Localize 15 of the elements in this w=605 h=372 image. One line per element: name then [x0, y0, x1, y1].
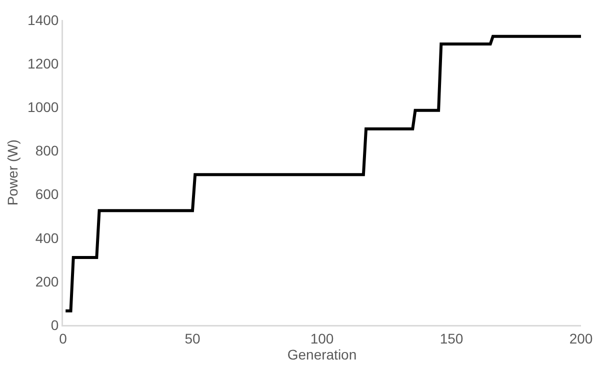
- x-tick-label: 50: [184, 330, 200, 346]
- y-tick-label: 0: [50, 316, 59, 333]
- y-axis-title: Power (W): [4, 139, 20, 206]
- y-tick-label: 1000: [28, 99, 59, 116]
- x-tick-label: 100: [310, 330, 334, 346]
- y-tick-label: 400: [35, 230, 59, 246]
- y-tick-label: 1200: [28, 55, 59, 72]
- line-series: [64, 34, 581, 312]
- x-tick-label: 200: [569, 330, 593, 346]
- x-axis-title: Generation: [287, 346, 357, 362]
- y-tick-label: 1400: [28, 12, 59, 28]
- y-tick-label: 600: [35, 186, 59, 202]
- x-tick-label: 150: [440, 330, 464, 346]
- y-tick-label: 200: [35, 273, 59, 290]
- y-tick-label: 800: [35, 142, 59, 159]
